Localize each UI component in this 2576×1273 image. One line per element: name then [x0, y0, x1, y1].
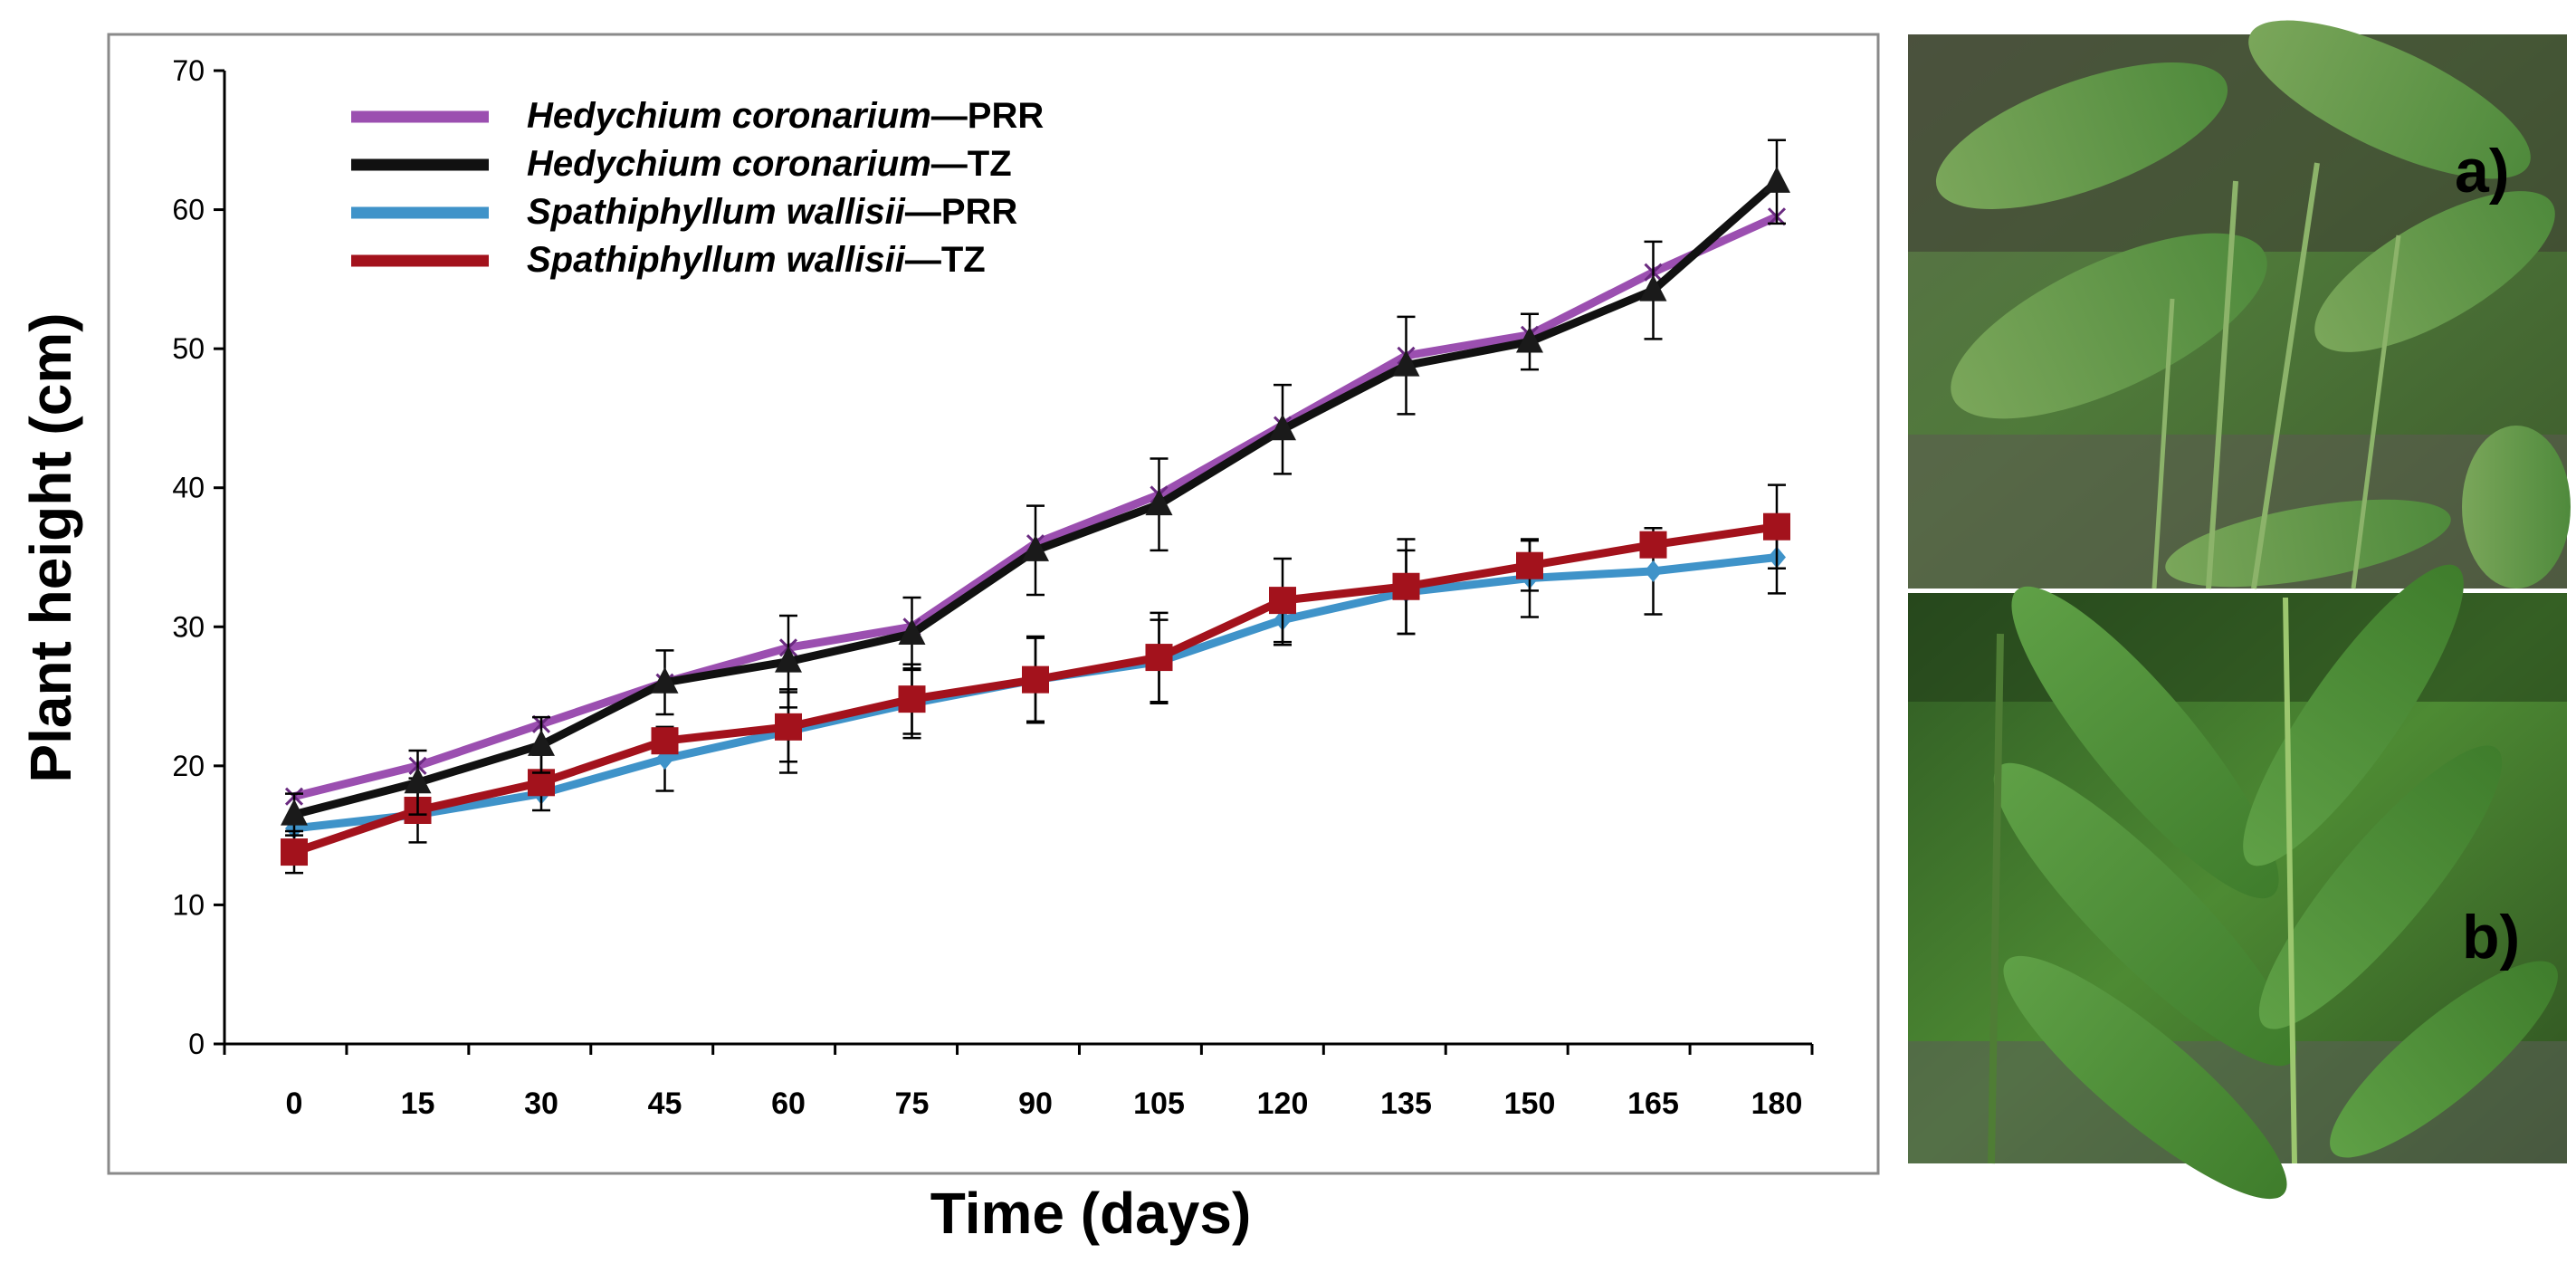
series-layer: [281, 139, 1790, 875]
data-point: [1269, 414, 1296, 441]
x-tick-label: 60: [771, 1086, 806, 1121]
y-tick-label: 60: [172, 194, 205, 226]
data-point: [1022, 534, 1049, 561]
x-axis-title: Time (days): [930, 1181, 1252, 1246]
legend-label-site: —PRR: [931, 96, 1045, 136]
y-ticks: 0 10 20 30 40 50 60 70: [172, 54, 224, 1060]
legend-label: Spathiphyllum wallisii—PRR: [527, 192, 1017, 232]
legend-label-site: —PRR: [905, 192, 1018, 232]
data-point: [1516, 551, 1543, 579]
data-point: [1644, 560, 1663, 582]
data-point: [1145, 489, 1173, 516]
legend-label: Spathiphyllum wallisii—TZ: [527, 240, 986, 280]
data-point: [898, 685, 926, 713]
data-point: [651, 666, 679, 694]
data-point: [898, 617, 926, 645]
photo-a: [1908, 20, 2571, 589]
data-point: [528, 729, 555, 756]
data-point: [1763, 512, 1790, 541]
y-axis-title: Plant height (cm): [18, 312, 83, 782]
y-tick-label: 50: [172, 332, 205, 365]
data-point: [281, 838, 308, 866]
x-tick-label: 30: [524, 1086, 558, 1121]
data-point: [1763, 166, 1790, 193]
data-point: [281, 799, 308, 826]
y-tick-label: 70: [172, 54, 205, 87]
legend-label-species: Hedychium coronarium: [527, 144, 931, 184]
data-point: [775, 646, 802, 673]
y-tick-label: 30: [172, 610, 205, 643]
photo-a-label: a): [2455, 137, 2509, 206]
photo-b: [1908, 564, 2567, 1200]
x-tick-label: 75: [895, 1086, 930, 1121]
x-tick-label: 90: [1018, 1086, 1053, 1121]
y-tick-label: 20: [172, 750, 205, 782]
x-tick-label: 120: [1257, 1086, 1309, 1121]
y-tick-label: 10: [172, 888, 205, 921]
photo-b-label: b): [2462, 903, 2520, 972]
x-tick-label: 15: [401, 1086, 435, 1121]
data-point: [1639, 531, 1667, 559]
x-tick-label: 135: [1380, 1086, 1432, 1121]
legend-label-species: Hedychium coronarium: [527, 96, 931, 136]
chart-frame: [107, 33, 1880, 1175]
x-tick-label: 45: [648, 1086, 682, 1121]
legend-label-site: —TZ: [931, 144, 1012, 184]
data-point: [1022, 665, 1049, 694]
x-tick-label: 180: [1751, 1086, 1803, 1121]
legend-label-species: Spathiphyllum wallisii: [527, 192, 906, 232]
data-point: [1392, 349, 1420, 377]
series-1: [281, 139, 1790, 837]
x-tick-label: 165: [1627, 1086, 1679, 1121]
x-tick-label: 0: [286, 1086, 303, 1121]
data-point: [1269, 587, 1296, 615]
data-point: [404, 767, 432, 794]
y-tick-label: 40: [172, 472, 205, 504]
x-tick-label: 105: [1133, 1086, 1185, 1121]
data-point: [775, 713, 802, 741]
legend-label: Hedychium coronarium—PRR: [527, 96, 1044, 136]
y-tick-label: 0: [188, 1028, 205, 1060]
data-point: [1145, 644, 1173, 672]
legend-label-site: —TZ: [905, 240, 986, 280]
data-point: [1516, 326, 1543, 353]
data-point: [1639, 274, 1667, 302]
data-point: [1392, 572, 1420, 600]
legend-label-species: Spathiphyllum wallisii: [527, 240, 906, 280]
legend-label: Hedychium coronarium—TZ: [527, 144, 1012, 184]
x-tick-label: 150: [1504, 1086, 1556, 1121]
x-ticks: 0 15 30 45 60 75 90 105 120 135 150 165 180: [223, 1044, 1814, 1121]
data-point: [651, 727, 679, 755]
